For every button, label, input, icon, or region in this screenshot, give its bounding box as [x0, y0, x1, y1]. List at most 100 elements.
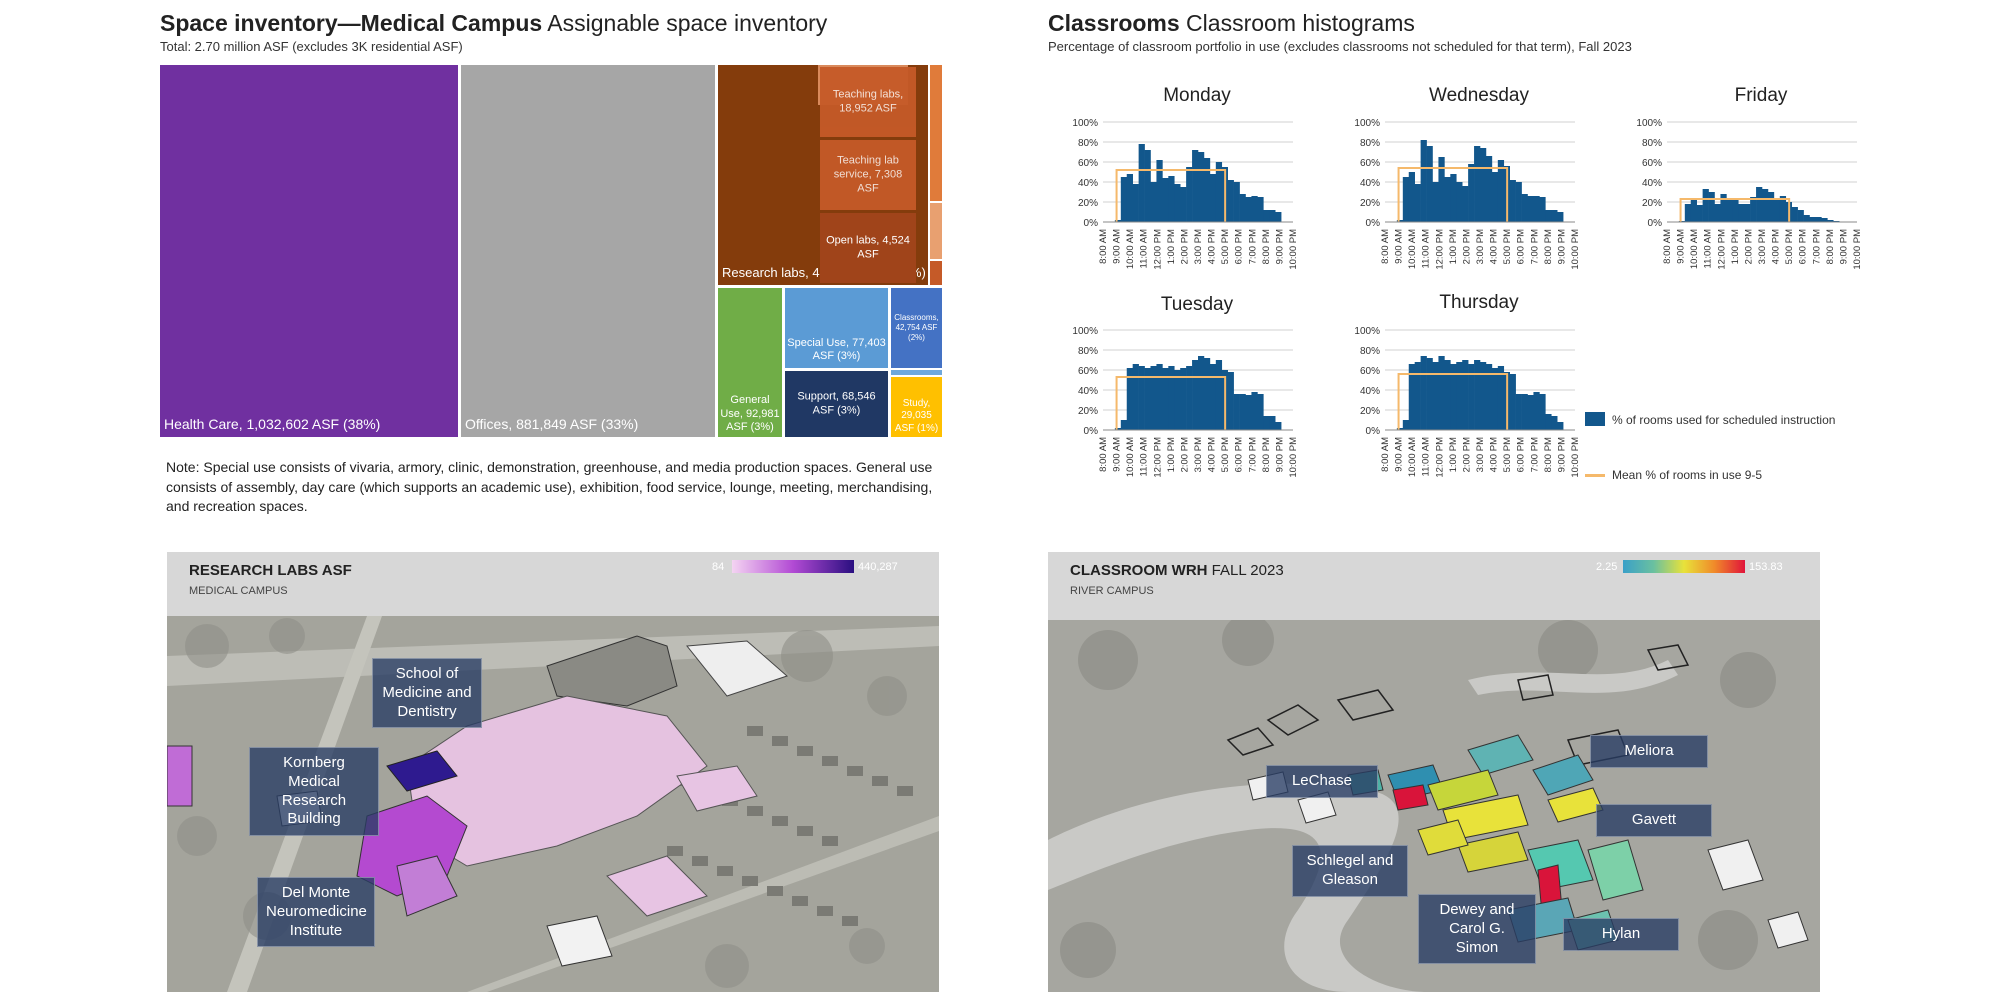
y-tick-label: 100%: [1072, 326, 1098, 337]
x-tick-label: 5:00 PM: [1502, 229, 1513, 264]
mean-line: [1115, 376, 1227, 430]
histogram-bar: [1539, 197, 1546, 222]
classrooms-title: Classrooms Classroom histograms: [1048, 10, 1415, 36]
x-tick-label: 10:00 AM: [1125, 229, 1136, 269]
y-tick-label: 80%: [1642, 138, 1662, 149]
histogram-bar: [1521, 194, 1528, 222]
y-tick-label: 0%: [1648, 218, 1663, 229]
x-tick-label: 9:00 AM: [1676, 229, 1687, 264]
y-tick-label: 20%: [1642, 198, 1662, 209]
treemap-cell-health-care: Health Care, 1,032,602 ASF (38%): [160, 65, 458, 437]
histogram-bar: [1557, 422, 1564, 430]
x-tick-label: 10:00 PM: [1570, 229, 1581, 270]
histogram-bar: [1233, 394, 1240, 430]
x-tick-label: 7:00 PM: [1529, 229, 1540, 264]
treemap-cell-minor-4: [891, 370, 942, 375]
y-tick-label: 60%: [1078, 158, 1098, 169]
wrh-map-legend-ramp: [1623, 560, 1745, 573]
histogram-wednesday: 0% 20% 40% 60% 80% 100% 8:00 AM 9:00 AM 10:00 AM…: [1354, 118, 1581, 270]
histogram-bar: [1233, 182, 1240, 222]
x-tick-label: 12:00 PM: [1434, 437, 1445, 478]
histogram-bar: [1168, 176, 1175, 222]
histogram-bar: [1156, 160, 1163, 222]
wrh-map-header: CLASSROOM WRH FALL 2023 RIVER CAMPUS 2.2…: [1048, 552, 1820, 620]
histogram-bar: [1509, 374, 1516, 430]
histogram-bar: [1251, 196, 1258, 222]
y-tick-label: 100%: [1636, 118, 1662, 129]
histogram-bar: [1396, 220, 1404, 222]
treemap-cell-support: Support, 68,546 ASF (3%): [785, 371, 888, 437]
histogram-bar: [1797, 210, 1804, 222]
histogram-bar: [1462, 186, 1469, 222]
histogram-bar: [1456, 362, 1463, 430]
histogram-bar: [1533, 196, 1540, 222]
histogram-bar: [1438, 356, 1445, 430]
callout-schlegel-gleason: Schlegel and Gleason: [1292, 845, 1408, 897]
histogram-bar: [1827, 220, 1834, 222]
histogram-bar: [1138, 366, 1145, 430]
histogram-bar: [1474, 360, 1481, 430]
hist-title-wednesday: Wednesday: [1429, 85, 1529, 106]
research-map-legend-ramp: [732, 560, 854, 573]
x-tick-label: 5:00 PM: [1220, 437, 1231, 472]
x-tick-label: 9:00 AM: [1394, 229, 1405, 264]
x-tick-label: 1:00 PM: [1448, 437, 1459, 472]
x-tick-label: 3:00 PM: [1193, 437, 1204, 472]
x-tick-label: 4:00 PM: [1489, 229, 1500, 264]
x-tick-label: 8:00 AM: [1380, 437, 1391, 472]
y-tick-label: 40%: [1360, 178, 1380, 189]
histogram-bar: [1156, 364, 1163, 430]
histogram-bar: [1491, 368, 1499, 430]
x-tick-label: 8:00 PM: [1261, 229, 1272, 264]
x-tick-label: 3:00 PM: [1475, 437, 1486, 472]
y-tick-label: 80%: [1078, 138, 1098, 149]
x-tick-label: 8:00 AM: [1098, 437, 1109, 472]
x-tick-label: 12:00 PM: [1152, 229, 1163, 270]
y-tick-label: 60%: [1078, 366, 1098, 377]
y-tick-label: 60%: [1360, 366, 1380, 377]
x-tick-label: 11:00 AM: [1421, 229, 1432, 269]
x-tick-label: 8:00 PM: [1261, 437, 1272, 472]
x-tick-label: 2:00 PM: [1179, 437, 1190, 472]
histogram-friday: 0% 20% 40% 60% 80% 100% 8:00 AM 9:00 AM 10:00 AM…: [1636, 118, 1863, 270]
y-tick-label: 100%: [1072, 118, 1098, 129]
y-tick-label: 40%: [1078, 178, 1098, 189]
y-tick-label: 20%: [1360, 406, 1380, 417]
hist-title-thursday: Thursday: [1439, 292, 1519, 313]
research-map-header: RESEARCH LABS ASF MEDICAL CAMPUS 84 440,…: [167, 552, 939, 616]
histogram-bar: [1456, 182, 1463, 222]
histogram-bar: [1480, 148, 1487, 222]
treemap-cell-study: Study, 29,035 ASF (1%): [891, 377, 942, 437]
x-tick-label: 7:00 PM: [1247, 437, 1258, 472]
histogram-bar: [1239, 394, 1246, 430]
histogram-bar: [1269, 416, 1276, 430]
histogram-bar: [1239, 194, 1246, 222]
research-map-subtitle: MEDICAL CAMPUS: [189, 585, 288, 597]
x-tick-label: 11:00 AM: [1139, 229, 1150, 269]
x-tick-label: 2:00 PM: [1743, 229, 1754, 264]
histogram-bar: [1750, 197, 1757, 222]
histogram-bar: [1803, 215, 1810, 222]
histogram-bar: [1762, 189, 1769, 222]
treemap-cell-special-use: Special Use, 77,403 ASF (3%): [785, 288, 888, 368]
histogram-bar: [1432, 182, 1439, 222]
classrooms-subtitle: Percentage of classroom portfolio in use…: [1048, 39, 1632, 54]
histogram-bar: [1245, 395, 1252, 430]
histogram-bar: [1515, 394, 1522, 430]
treemap: Health Care, 1,032,602 ASF (38%) Offices…: [160, 65, 942, 437]
x-tick-label: 4:00 PM: [1207, 229, 1218, 264]
histogram-bar: [1444, 360, 1451, 430]
x-tick-label: 6:00 PM: [1234, 229, 1245, 264]
histogram-bar: [1186, 366, 1193, 430]
callout-lechase: LeChase: [1266, 765, 1378, 798]
y-tick-label: 100%: [1354, 118, 1380, 129]
histogram-bar: [1150, 366, 1157, 430]
x-tick-label: 2:00 PM: [1461, 437, 1472, 472]
histogram-bar: [1474, 146, 1481, 222]
histogram-bar: [1450, 364, 1457, 430]
histogram-bar: [1444, 177, 1451, 222]
histogram-bar: [1203, 358, 1211, 430]
histogram-bar: [1120, 177, 1128, 222]
histogram-bar: [1209, 364, 1217, 430]
